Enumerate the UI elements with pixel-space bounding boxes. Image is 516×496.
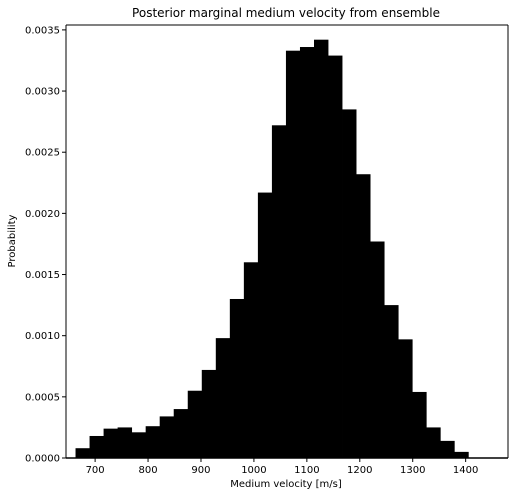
histogram-bar <box>117 427 133 458</box>
x-tick-label: 900 <box>191 465 210 476</box>
x-axis-ticks: 700 800 900 1000 1100 1200 1300 1400 <box>86 458 478 476</box>
histogram-bar <box>145 426 161 458</box>
histogram-bar <box>328 55 343 458</box>
histogram-bar <box>314 39 329 459</box>
histogram-bar <box>398 339 413 458</box>
x-tick-label: 1200 <box>347 465 372 476</box>
y-tick-label: 0.0015 <box>25 270 60 281</box>
x-tick-label: 1400 <box>453 465 478 476</box>
histogram-bar <box>342 109 357 459</box>
y-tick-label: 0.0000 <box>25 454 60 465</box>
histogram-bar <box>173 409 189 458</box>
histogram-bar <box>412 391 427 458</box>
histogram-bar <box>356 174 371 459</box>
y-tick-label: 0.0035 <box>25 25 60 36</box>
y-tick-label: 0.0030 <box>25 87 60 98</box>
histogram-bar <box>103 428 119 458</box>
histogram-bar <box>229 298 245 458</box>
histogram-bar <box>187 390 203 458</box>
y-axis-ticks: 0.0000 0.0005 0.0010 0.0015 0.0020 0.0025 0.00… <box>25 25 66 465</box>
histogram-bar <box>299 47 315 459</box>
y-tick-label: 0.0010 <box>25 331 60 342</box>
histogram-bar <box>159 416 175 458</box>
chart-title: Posterior marginal medium velocity from … <box>132 6 440 20</box>
y-axis-label: Probability <box>7 214 18 267</box>
histogram-bar <box>271 125 287 459</box>
histogram-bar <box>75 448 90 458</box>
histogram-bar <box>426 427 441 458</box>
axes-frame <box>65 24 509 459</box>
x-tick-label: 1300 <box>400 465 425 476</box>
x-axis-label: Medium velocity [m/s] <box>230 479 342 490</box>
x-tick-label: 700 <box>86 465 105 476</box>
bars-group <box>75 39 469 459</box>
histogram-bar <box>285 50 301 458</box>
histogram-bar <box>370 241 385 458</box>
histogram-bar <box>201 369 217 458</box>
y-tick-label: 0.0025 <box>25 148 60 159</box>
histogram-bar <box>384 305 399 458</box>
histogram-bar <box>440 440 455 458</box>
x-tick-label: 1100 <box>294 465 319 476</box>
histogram-bar <box>215 338 231 458</box>
histogram-bar <box>89 435 104 458</box>
x-tick-label: 800 <box>139 465 158 476</box>
histogram-bar <box>131 432 147 458</box>
x-tick-label: 1000 <box>241 465 266 476</box>
y-tick-label: 0.0020 <box>25 209 60 220</box>
y-tick-label: 0.0005 <box>25 392 60 403</box>
histogram-bar <box>454 451 469 458</box>
histogram-bar <box>257 192 273 458</box>
histogram-bar <box>243 262 259 458</box>
